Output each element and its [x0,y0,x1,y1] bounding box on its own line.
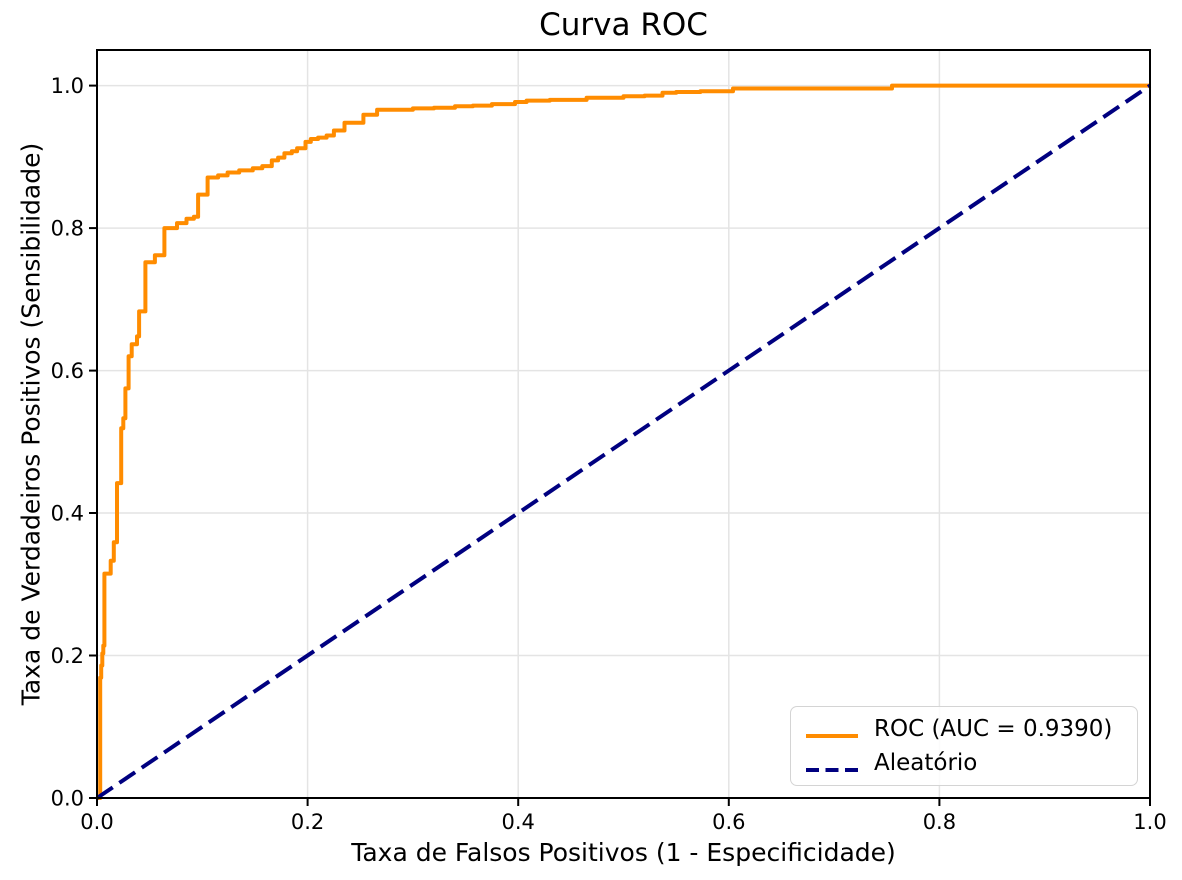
legend-label-random: Aleatório [874,749,978,776]
y-tick-label: 0.4 [51,502,84,526]
y-axis-label: Taxa de Verdadeiros Positivos (Sensibili… [16,142,46,706]
y-tick-label: 0.2 [51,644,84,668]
random-line-sample-icon [805,759,859,772]
roc-curve-line [97,83,1150,800]
legend: ROC (AUC = 0.9390) Aleatório [790,706,1138,786]
roc-line-sample-icon [805,725,859,739]
x-tick-label: 1.0 [1133,810,1166,834]
x-tick-label: 0.6 [712,810,745,834]
random-diagonal-line [95,83,1152,800]
x-tick-label: 0.2 [291,810,324,834]
y-tick-label: 0.0 [51,787,84,811]
legend-label-roc: ROC (AUC = 0.9390) [874,716,1113,743]
x-tick-label: 0.4 [501,810,534,834]
legend-entry-roc: ROC (AUC = 0.9390) [805,716,1125,742]
x-tick-label: 0.0 [80,810,113,834]
chart-title: Curva ROC [539,7,708,43]
y-tick-label: 0.6 [51,359,84,383]
y-tick-label: 0.8 [51,217,84,241]
legend-entry-random: Aleatório [805,750,1125,776]
x-axis-label: Taxa de Falsos Positivos (1 - Especifici… [351,838,896,867]
y-tick-label: 1.0 [51,74,84,98]
x-tick-label: 0.8 [923,810,956,834]
plot-spines [96,49,1151,799]
